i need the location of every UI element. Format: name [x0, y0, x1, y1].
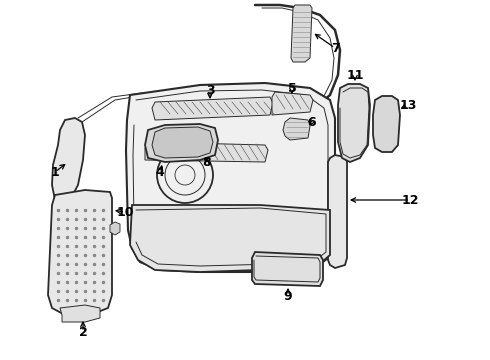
Text: 6: 6	[308, 116, 317, 129]
Polygon shape	[130, 205, 330, 272]
Polygon shape	[110, 222, 120, 235]
Polygon shape	[328, 155, 347, 268]
Polygon shape	[291, 5, 312, 62]
Text: 13: 13	[399, 99, 416, 112]
Polygon shape	[252, 252, 323, 286]
Text: 5: 5	[288, 81, 296, 95]
Polygon shape	[272, 92, 313, 115]
Polygon shape	[283, 118, 310, 140]
Text: 12: 12	[401, 194, 419, 207]
Text: 2: 2	[78, 325, 87, 338]
Text: 11: 11	[346, 68, 364, 81]
Text: 1: 1	[50, 166, 59, 179]
Polygon shape	[152, 127, 213, 158]
Polygon shape	[338, 84, 370, 162]
Polygon shape	[145, 142, 268, 162]
Text: 10: 10	[116, 206, 134, 219]
Polygon shape	[52, 118, 85, 205]
Text: 3: 3	[206, 84, 214, 96]
Text: 8: 8	[203, 156, 211, 168]
Polygon shape	[145, 124, 218, 162]
Text: 7: 7	[331, 41, 340, 54]
Polygon shape	[126, 83, 335, 272]
Text: 9: 9	[284, 289, 293, 302]
Polygon shape	[373, 96, 400, 152]
Polygon shape	[60, 305, 100, 322]
Polygon shape	[48, 190, 112, 315]
Polygon shape	[152, 97, 273, 120]
Text: 4: 4	[156, 166, 164, 179]
